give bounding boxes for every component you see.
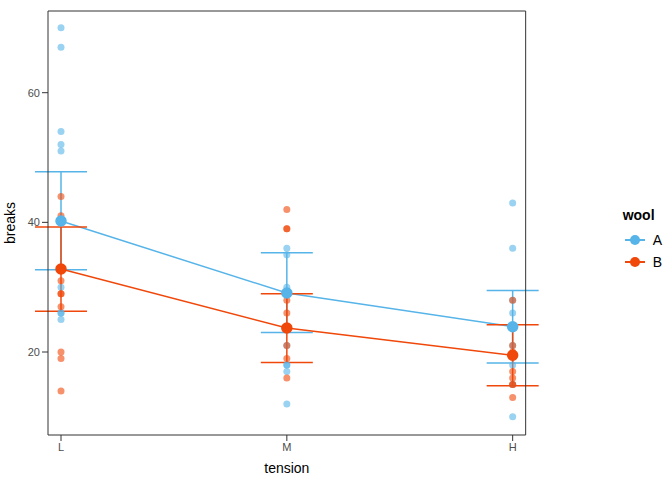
svg-text:60: 60: [28, 87, 40, 99]
svg-text:20: 20: [28, 346, 40, 358]
svg-text:tension: tension: [264, 460, 309, 476]
svg-text:H: H: [509, 441, 517, 453]
svg-text:M: M: [282, 441, 291, 453]
svg-text:breaks: breaks: [8, 202, 18, 244]
html-text:B: B: [652, 254, 662, 270]
html-text:A: A: [652, 232, 662, 248]
html-text:wool: wool: [622, 207, 655, 223]
svg-text:L: L: [58, 441, 64, 453]
svg-text:40: 40: [28, 216, 40, 228]
